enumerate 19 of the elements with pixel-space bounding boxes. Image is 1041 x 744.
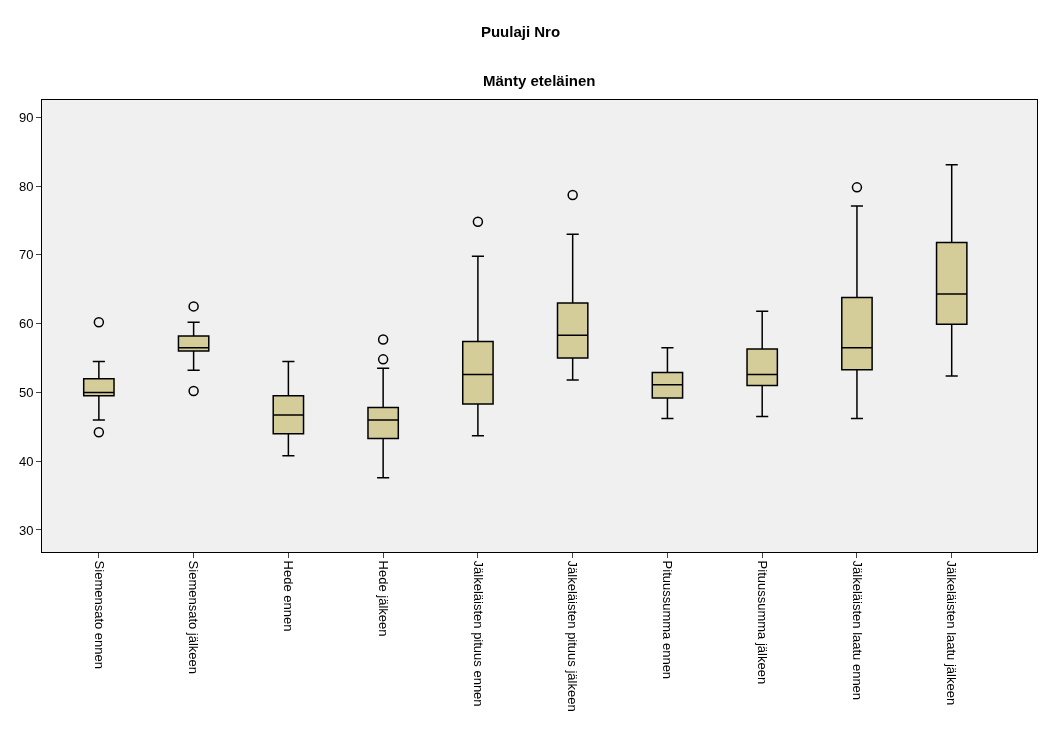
x-tick-label: Hede jälkeen — [375, 560, 391, 637]
x-tick-label: Siemensato jälkeen — [186, 560, 202, 675]
y-tick-label: 60 — [18, 316, 34, 332]
x-tick-label: Jälkeläisten pituus jälkeen — [565, 560, 581, 712]
y-tick-label: 50 — [18, 384, 34, 400]
y-tick-label: 40 — [18, 453, 34, 469]
x-tick-label: Jälkeläisten laatu jälkeen — [944, 560, 960, 706]
chart-subtitle: Mänty eteläinen — [483, 72, 596, 89]
x-tick-label: Jälkeläisten pituus ennen — [470, 560, 486, 707]
chart-title: Puulaji Nro — [480, 22, 561, 40]
y-tick-label: 80 — [18, 178, 34, 194]
x-tick-label: Siemensato ennen — [91, 560, 107, 670]
y-tick-label: 70 — [18, 247, 34, 263]
x-tick-label: Pituussumma jälkeen — [754, 560, 770, 685]
y-tick-label: 90 — [18, 109, 34, 125]
x-tick-label: Hede ennen — [281, 560, 297, 632]
x-tick-label: Pituussumma ennen — [660, 560, 676, 680]
y-tick-label: 30 — [18, 522, 34, 538]
x-tick-label: Jälkeläisten laatu ennen — [849, 560, 865, 701]
